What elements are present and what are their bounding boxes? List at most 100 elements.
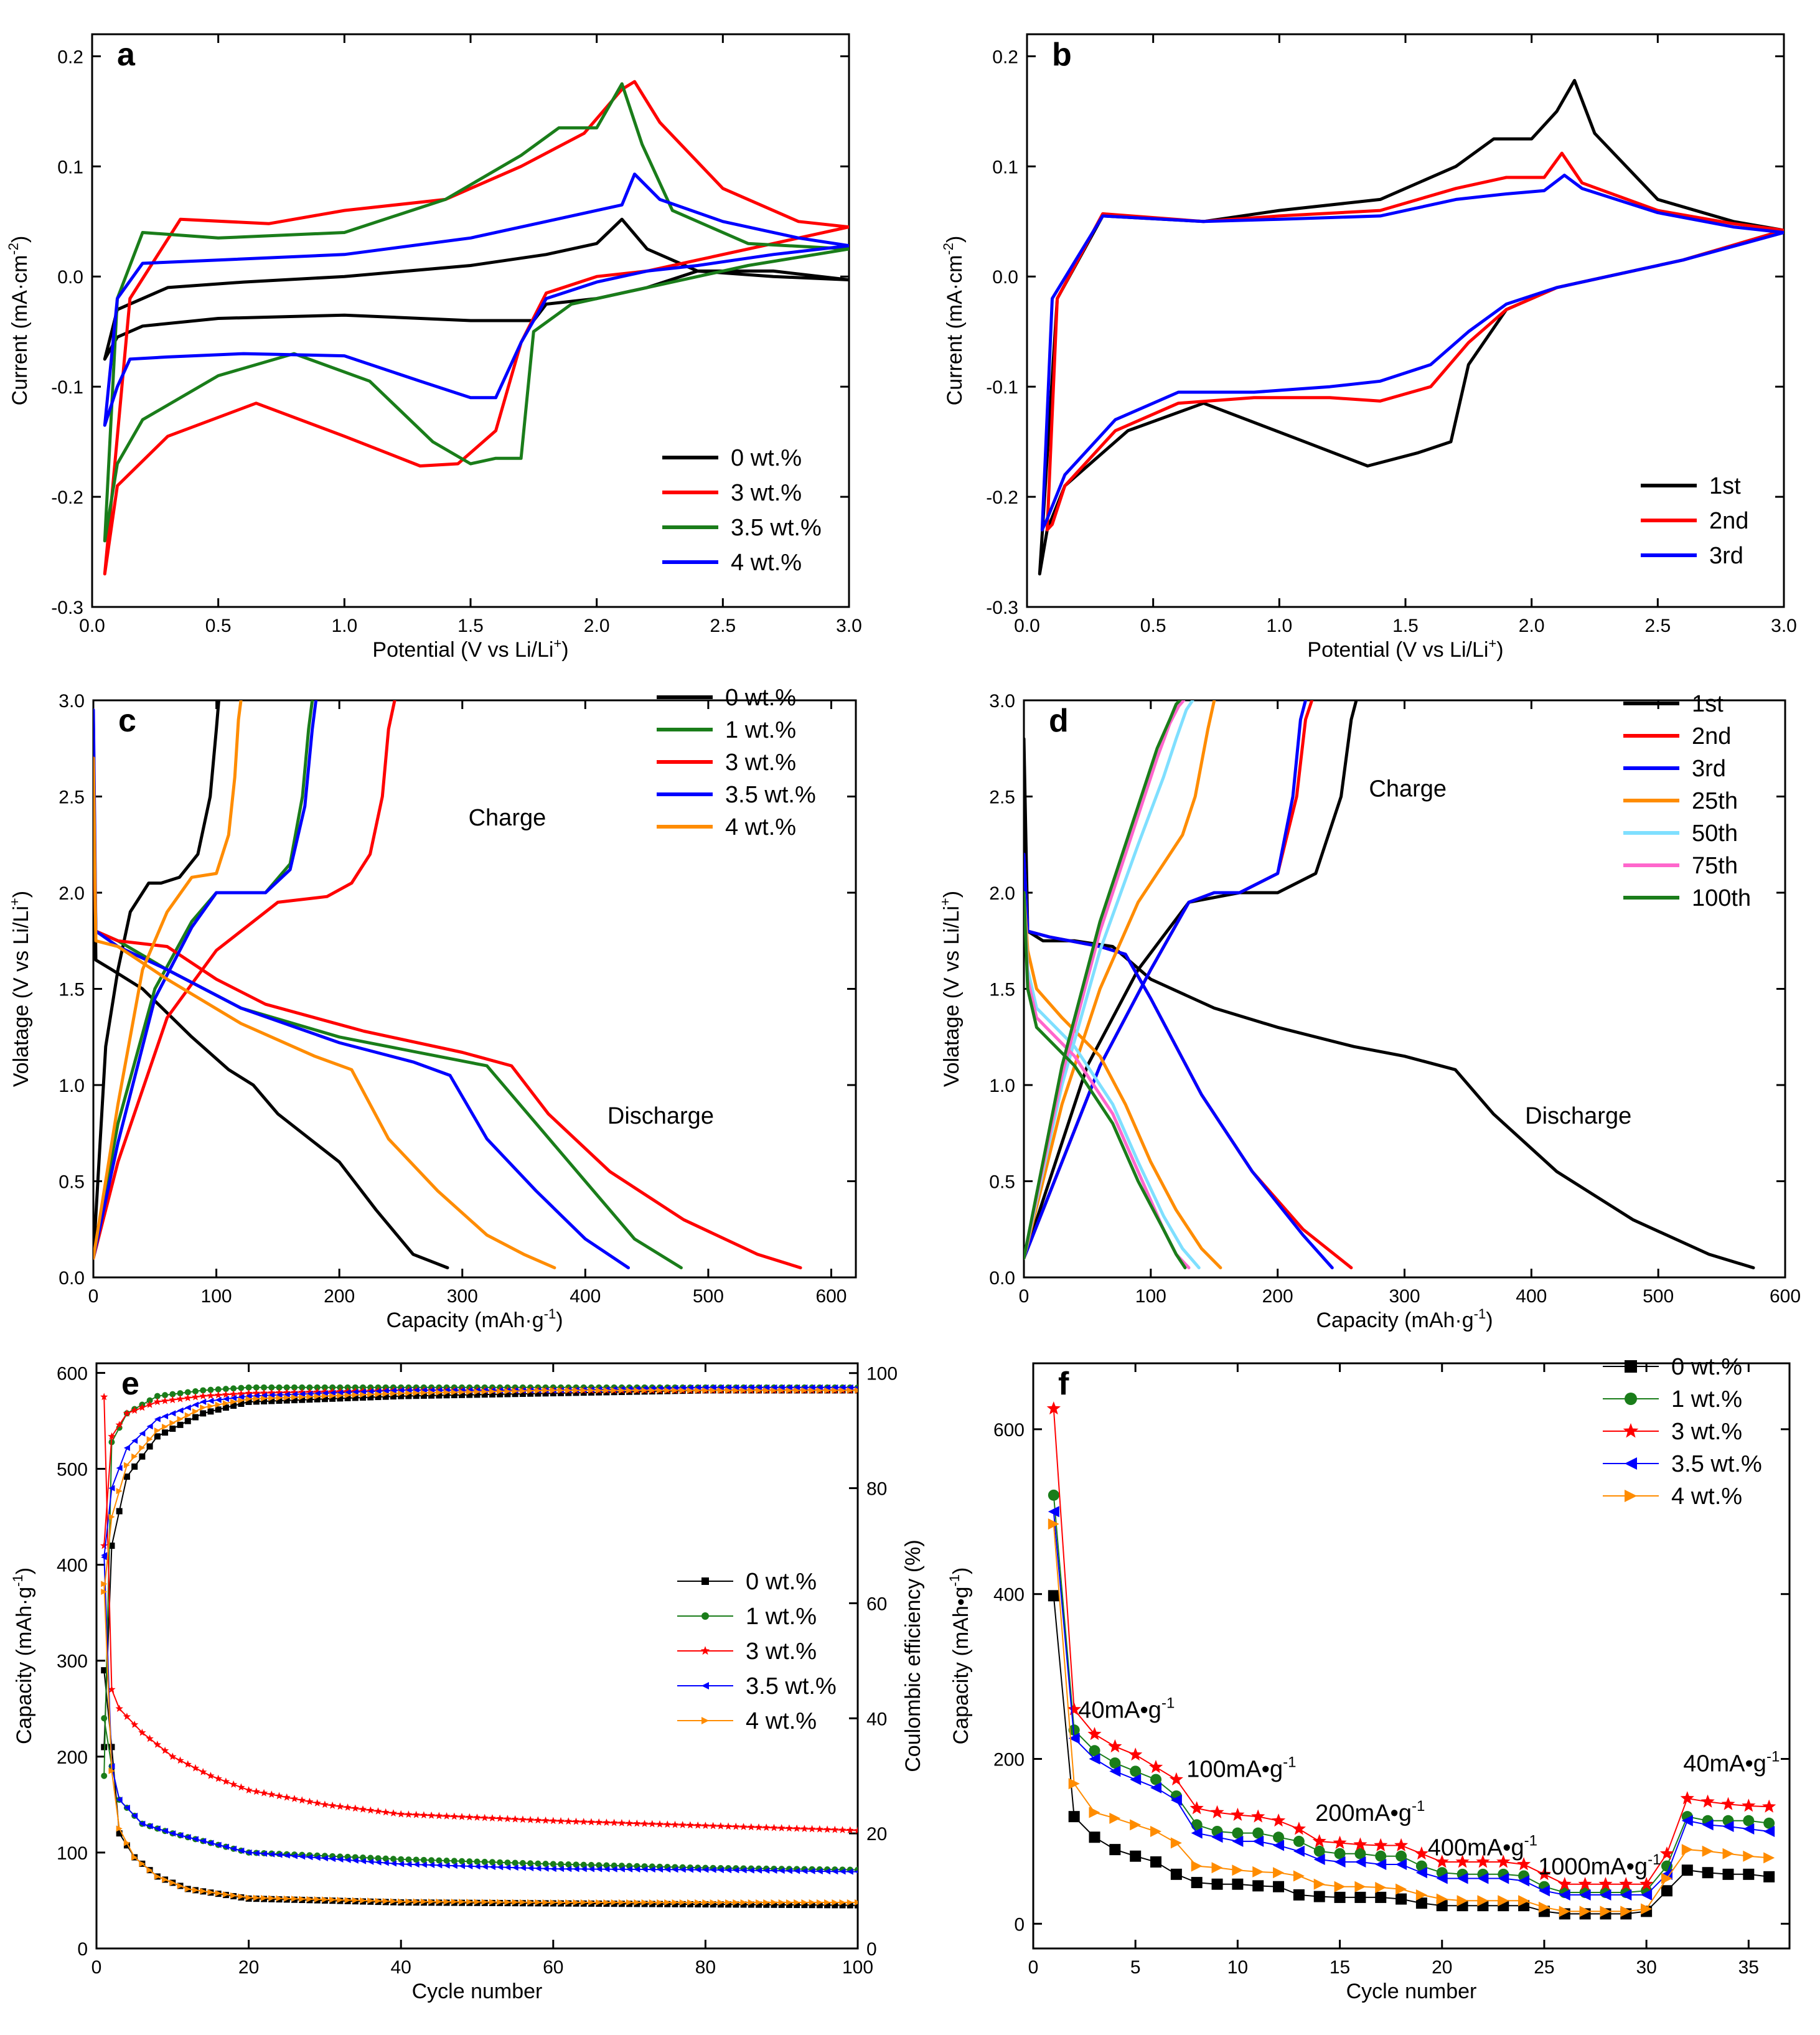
capacity-point (291, 1896, 298, 1902)
efficiency-point (215, 1401, 222, 1408)
efficiency-point (252, 1389, 260, 1397)
efficiency-point (725, 1387, 732, 1394)
efficiency-point (299, 1391, 306, 1398)
rate-point (1354, 1856, 1366, 1868)
efficiency-line (103, 1389, 858, 1747)
rate-point (1722, 1868, 1734, 1880)
efficiency-point (321, 1388, 329, 1395)
rate-point (1334, 1848, 1346, 1859)
capacity-point (466, 1899, 473, 1906)
rate-point (1498, 1895, 1509, 1907)
panel-letter: f (1058, 1366, 1069, 1402)
y-tick-label: 1.5 (59, 980, 85, 1000)
x-tick-label: 80 (695, 1957, 716, 1978)
legend-label: 50th (1692, 820, 1738, 847)
capacity-point (360, 1897, 367, 1904)
efficiency-point (222, 1386, 229, 1393)
capacity-point (473, 1813, 481, 1821)
efficiency-point (603, 1387, 610, 1394)
capacity-point (176, 1756, 184, 1764)
series-line-0wt (103, 217, 849, 361)
capacity-point (488, 1814, 497, 1821)
x-tick-label: 15 (1330, 1957, 1350, 1978)
rate-point (1763, 1817, 1775, 1829)
efficiency-point (108, 1485, 115, 1492)
x-axis-label: Capacity (mAh·g-1) (1316, 1306, 1493, 1332)
efficiency-point (192, 1388, 199, 1394)
capacity-point (116, 1825, 123, 1832)
y2-tick-label: 40 (866, 1709, 887, 1729)
capacity-point (838, 1826, 847, 1833)
capacity-point (542, 1861, 549, 1868)
series-line-1st (1024, 700, 1358, 1260)
capacity-point (200, 1838, 207, 1845)
rate-point (1189, 1801, 1204, 1815)
rate-point (1252, 1835, 1264, 1847)
efficiency-point (321, 1396, 328, 1403)
capacity-point (512, 1859, 518, 1866)
rate-point (1334, 1891, 1346, 1903)
rate-point (1232, 1835, 1244, 1847)
capacity-point (611, 1866, 617, 1873)
rate-point (1068, 1732, 1080, 1744)
capacity-point (763, 1901, 770, 1908)
y-tick-label: 400 (57, 1556, 88, 1576)
annotation-main: Charge (1369, 776, 1447, 802)
series-line-4wt (103, 172, 849, 427)
efficiency-point (154, 1416, 161, 1422)
x-tick-label: 500 (1643, 1286, 1674, 1307)
capacity-point (436, 1898, 443, 1905)
annotation-sup: -1 (1524, 1832, 1537, 1849)
capacity-point (580, 1899, 587, 1906)
efficiency-point (321, 1393, 328, 1399)
capacity-point (238, 1847, 245, 1854)
series-line-100th (1024, 700, 1182, 1260)
efficiency-point (497, 1391, 504, 1398)
efficiency-point (512, 1391, 518, 1398)
capacity-point (123, 1842, 130, 1849)
efficiency-point (664, 1387, 671, 1394)
efficiency-point (489, 1391, 495, 1398)
rate-point (1128, 1747, 1143, 1761)
efficiency-point (337, 1395, 344, 1402)
rate-point (1538, 1901, 1550, 1913)
capacity-point (694, 1821, 702, 1829)
efficiency-point (162, 1429, 169, 1436)
rate-point (1619, 1877, 1633, 1891)
capacity-point (634, 1866, 640, 1873)
annotation-main: 200mA•g (1315, 1800, 1412, 1826)
rate-point (1517, 1857, 1531, 1871)
y-tick-label: -0.3 (51, 598, 83, 618)
legend-label: 0 wt.% (1671, 1354, 1742, 1380)
y-axis-label: Volatage (V vs Li/Li+) (7, 891, 33, 1087)
capacity-point (558, 1899, 565, 1906)
efficiency-point (268, 1388, 276, 1396)
capacity-point (382, 1855, 389, 1862)
efficiency-point (230, 1398, 237, 1405)
capacity-point (626, 1866, 633, 1873)
efficiency-point (207, 1403, 214, 1409)
y-axis-label-end: ) (8, 236, 32, 243)
y-tick-label: 200 (57, 1747, 88, 1768)
legend-label: 1 wt.% (746, 1604, 817, 1630)
legend-label: 4 wt.% (731, 550, 802, 576)
y-axis-label-sup: -2 (6, 243, 21, 255)
rate-point (1518, 1895, 1530, 1907)
legend-marker (1625, 1457, 1637, 1470)
capacity-point (657, 1866, 664, 1873)
series-line-1wt (93, 776, 683, 1269)
rate-point (1680, 1791, 1694, 1805)
rate-point (1557, 1877, 1572, 1891)
capacity-point (695, 1899, 701, 1906)
legend: 0 wt.% 1 wt.% 3 wt.% 3.5 wt.% 4 wt.% (677, 1569, 837, 1734)
capacity-point (801, 1868, 808, 1874)
capacity-point (313, 1799, 321, 1807)
legend-label: 3 wt.% (725, 750, 796, 776)
capacity-point (451, 1858, 457, 1864)
rate-point (1148, 1760, 1163, 1774)
capacity-point (519, 1864, 526, 1871)
efficiency-point (360, 1391, 367, 1398)
rate-point (1375, 1850, 1387, 1862)
efficiency-point (413, 1387, 420, 1394)
capacity-point (672, 1899, 678, 1906)
